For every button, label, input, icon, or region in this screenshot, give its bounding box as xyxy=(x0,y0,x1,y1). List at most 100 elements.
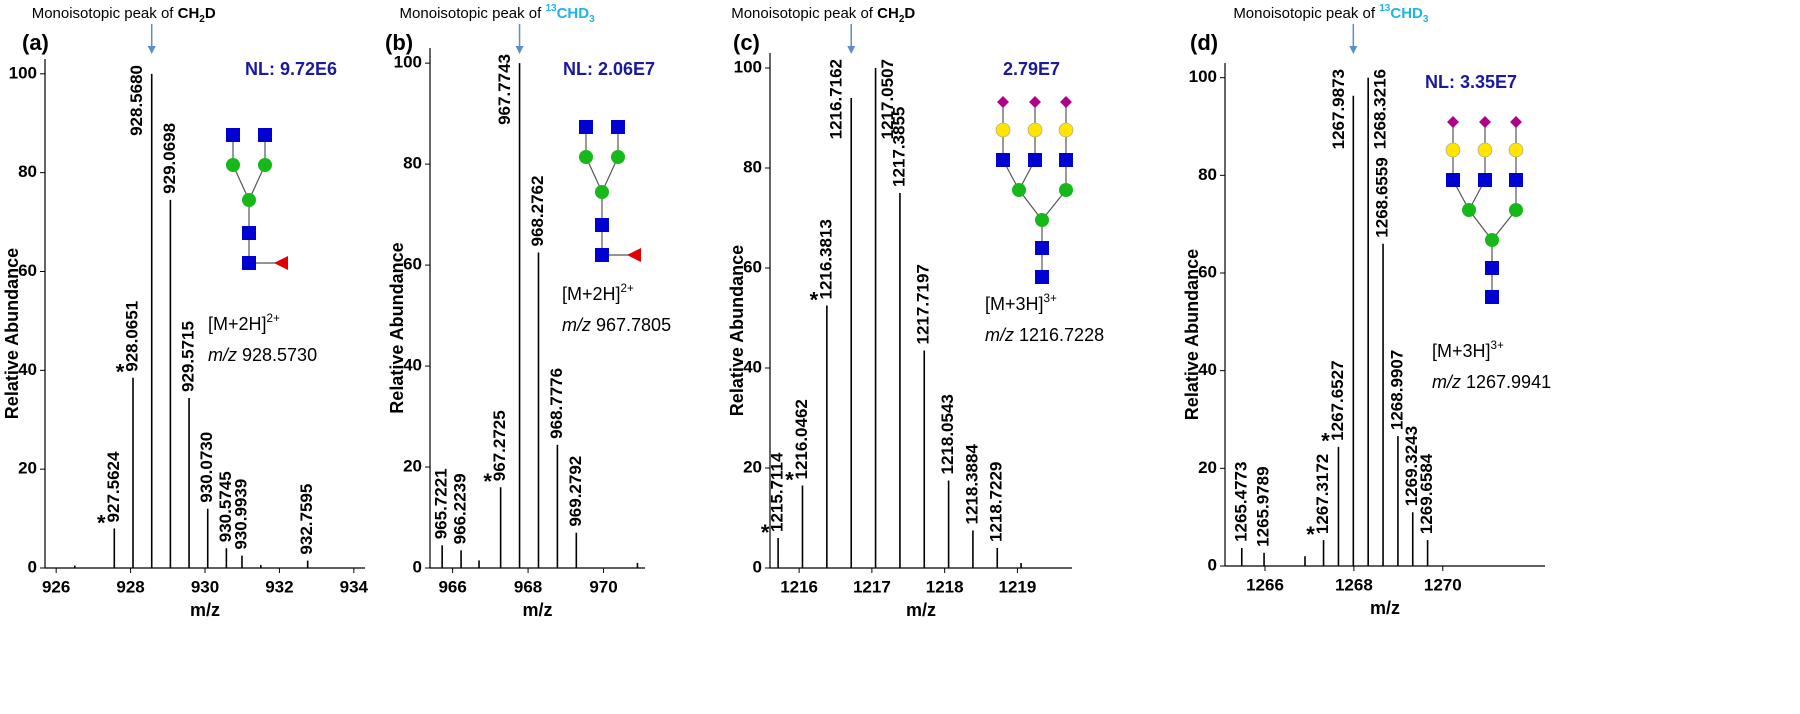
peak-label: 930.5745 xyxy=(216,471,235,542)
mz-label: m/z 1216.7228 xyxy=(985,325,1104,345)
glcnac-square xyxy=(611,120,625,134)
mannose-circle xyxy=(1059,183,1073,197)
peak-label: 1216.7162 xyxy=(827,59,846,139)
annotation-formula: CH xyxy=(178,5,200,22)
y-tick-label: 100 xyxy=(1189,67,1217,86)
peak-label: 1216.0462 xyxy=(792,399,811,479)
peak-label: 1216.3813 xyxy=(816,219,835,299)
y-tick-label: 0 xyxy=(753,557,762,576)
ion-label: [M+3H]3+ xyxy=(1432,339,1504,361)
x-tick-label: 970 xyxy=(589,577,617,596)
annotation: Monoisotopic peak of CH2D xyxy=(32,5,216,25)
y-tick-label: 60 xyxy=(18,261,37,280)
normalization-level: NL: 3.35E7 xyxy=(1425,72,1517,92)
glcnac-square xyxy=(1035,270,1049,284)
glcnac-square xyxy=(595,218,609,232)
annotation-formula: 13 xyxy=(1379,3,1391,14)
y-tick-label: 60 xyxy=(403,255,422,274)
arrow-head xyxy=(847,46,856,54)
panel-label: (d) xyxy=(1190,30,1218,55)
mz-label-part: 1216.7228 xyxy=(1014,325,1104,345)
ion-label-part: 2+ xyxy=(621,282,635,295)
isotope-star: * xyxy=(810,287,819,312)
ion-label-part: 3+ xyxy=(1044,292,1058,305)
mannose-circle xyxy=(1462,203,1476,217)
peak-label: 1218.3884 xyxy=(962,444,981,525)
peak-label: 1269.6584 xyxy=(1417,453,1436,534)
mz-label-part: m/z xyxy=(208,345,237,365)
sialic-diamond xyxy=(1060,96,1072,108)
mannose-circle xyxy=(1012,183,1026,197)
mannose-circle xyxy=(595,185,609,199)
mz-label-part: 928.5730 xyxy=(237,345,317,365)
peak-label: 1215.7114 xyxy=(768,452,787,532)
mz-label-part: m/z xyxy=(1432,372,1461,392)
y-axis-label: Relative Abundance xyxy=(387,242,407,413)
mannose-circle xyxy=(1485,233,1499,247)
annotation-formula: D xyxy=(904,5,915,22)
annotation: Monoisotopic peak of 13CHD3 xyxy=(1233,3,1429,25)
y-tick-label: 40 xyxy=(743,357,762,376)
peak-label: 930.9939 xyxy=(231,479,250,550)
ion-label-part: [M+3H] xyxy=(985,294,1044,314)
y-tick-label: 20 xyxy=(743,457,762,476)
mannose-circle xyxy=(1035,213,1049,227)
peak-label: 1268.6559 xyxy=(1373,157,1392,237)
fucose-triangle xyxy=(274,256,288,270)
ion-label-part: 2+ xyxy=(267,312,281,325)
glcnac-square xyxy=(1485,290,1499,304)
annotation-text: Monoisotopic peak of xyxy=(1233,5,1379,22)
glcnac-square xyxy=(1478,173,1492,187)
y-axis-label: Relative Abundance xyxy=(1182,249,1202,420)
sialic-diamond xyxy=(1479,116,1491,128)
y-tick-label: 20 xyxy=(18,459,37,478)
peak-label: 1218.0543 xyxy=(938,394,957,474)
isotope-star: * xyxy=(785,467,794,492)
y-tick-label: 0 xyxy=(28,557,37,576)
y-tick-label: 80 xyxy=(1198,165,1217,184)
ion-label-part: [M+3H] xyxy=(1432,341,1491,361)
y-tick-label: 100 xyxy=(394,53,422,72)
y-tick-label: 20 xyxy=(1198,458,1217,477)
y-tick-label: 40 xyxy=(1198,360,1217,379)
peak-label: 1217.7197 xyxy=(914,264,933,344)
peak-label: 1217.3855 xyxy=(889,107,908,187)
galactose-circle xyxy=(1477,142,1493,158)
glcnac-square xyxy=(996,153,1010,167)
glcnac-square xyxy=(1035,241,1049,255)
glcnac-square xyxy=(595,248,609,262)
galactose-circle xyxy=(1058,122,1074,138)
galactose-circle xyxy=(995,122,1011,138)
peak-label: 929.5715 xyxy=(179,321,198,392)
y-tick-label: 60 xyxy=(1198,262,1217,281)
annotation-formula: 2 xyxy=(199,14,205,25)
ion-label-part: [M+2H] xyxy=(562,284,621,304)
glcnac-square xyxy=(226,128,240,142)
glcnac-square xyxy=(1509,173,1523,187)
mz-label-part: m/z xyxy=(985,325,1014,345)
peak-label: 968.7776 xyxy=(547,368,566,439)
normalization-level: NL: 9.72E6 xyxy=(245,59,337,79)
annotation-formula: CHD xyxy=(1390,5,1423,22)
peak-label: 927.5624 xyxy=(104,451,123,522)
peak-label: 1267.9873 xyxy=(1329,69,1348,149)
x-tick-label: 934 xyxy=(340,577,369,596)
x-axis-label: m/z xyxy=(1370,598,1400,618)
y-axis-label: Relative Abundance xyxy=(727,245,747,416)
x-axis-label: m/z xyxy=(522,600,552,620)
glcnac-square xyxy=(1485,261,1499,275)
annotation-formula: 3 xyxy=(1423,14,1429,25)
mz-label: m/z 928.5730 xyxy=(208,345,317,365)
x-tick-label: 932 xyxy=(265,577,293,596)
peak-label: 967.7743 xyxy=(495,54,514,125)
peak-label: 1268.9907 xyxy=(1387,350,1406,430)
sialic-diamond xyxy=(1510,116,1522,128)
ion-label-part: [M+2H] xyxy=(208,314,267,334)
x-tick-label: 1216 xyxy=(780,577,818,596)
peak-label: 930.0730 xyxy=(197,432,216,503)
annotation-formula: 2 xyxy=(899,14,905,25)
mannose-circle xyxy=(242,193,256,207)
ion-label: [M+2H]2+ xyxy=(208,312,280,334)
annotation-text: Monoisotopic peak of xyxy=(400,5,546,22)
peak-label: 1218.7229 xyxy=(987,462,1006,542)
